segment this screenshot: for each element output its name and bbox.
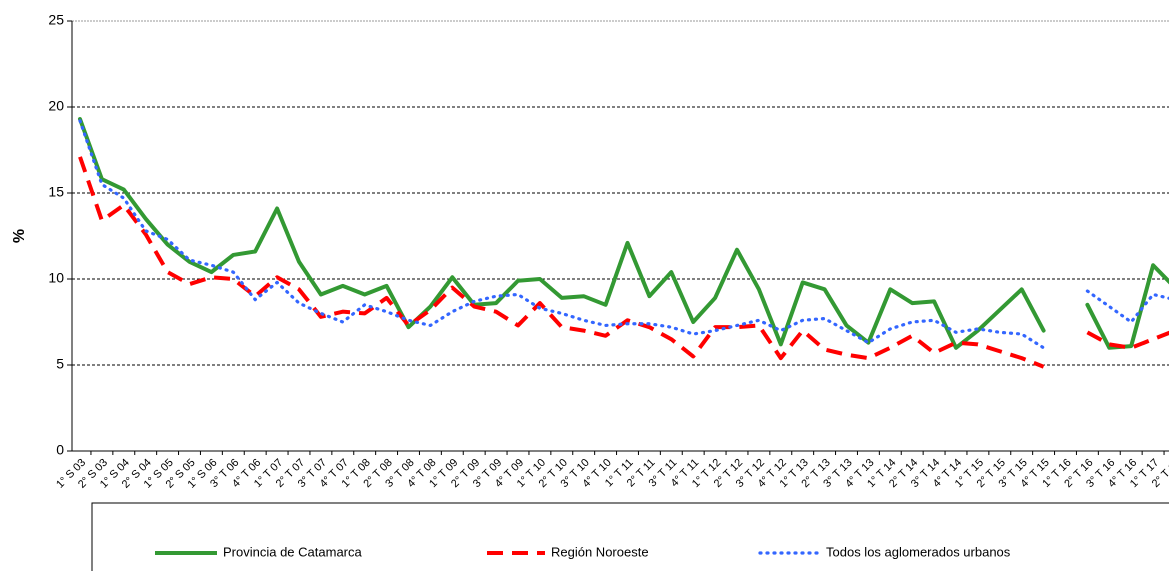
legend-label: Todos los aglomerados urbanos — [826, 544, 1011, 559]
series-line — [78, 119, 1169, 350]
legend-label: Provincia de Catamarca — [223, 544, 362, 559]
y-tick-label: 25 — [48, 12, 64, 28]
series-line — [78, 156, 1169, 369]
legend-label: Región Noroeste — [551, 544, 649, 559]
y-tick-label: 5 — [56, 356, 64, 372]
y-tick-label: 20 — [48, 98, 64, 114]
legend-box — [91, 502, 1169, 571]
y-tick-label: 15 — [48, 184, 64, 200]
y-tick-label: 0 — [56, 442, 64, 458]
series-line — [78, 117, 1169, 350]
y-axis-label: % — [11, 229, 28, 243]
y-tick-label: 10 — [48, 270, 64, 286]
